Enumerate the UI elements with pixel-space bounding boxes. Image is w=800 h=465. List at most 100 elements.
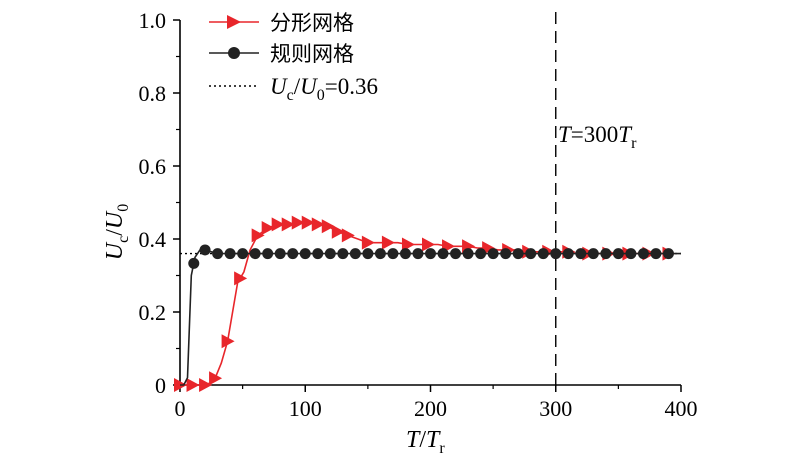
y-ticks: 0 0.2 0.4 0.6 0.8 1.0 <box>139 8 180 398</box>
data-point <box>261 221 275 236</box>
legend-item-fractal: 分形网格 <box>209 11 354 35</box>
data-point <box>462 248 474 260</box>
y-tick-label: 1.0 <box>139 8 167 33</box>
legend-ref-sub1: c <box>287 87 294 104</box>
data-point <box>600 248 612 260</box>
data-point <box>237 248 249 260</box>
data-point <box>287 248 299 260</box>
data-point <box>500 248 512 260</box>
data-point <box>221 334 235 349</box>
data-point <box>361 235 375 250</box>
data-point <box>650 248 662 260</box>
data-point <box>312 248 324 260</box>
data-point <box>311 217 325 232</box>
data-point <box>199 378 213 392</box>
data-point <box>374 248 386 260</box>
data-point <box>637 248 649 260</box>
y-axis-label-var2: U <box>102 210 128 229</box>
legend-ref-var: U <box>270 74 288 99</box>
y-tick-label: 0.8 <box>139 81 167 106</box>
x-tick-label: 300 <box>539 396 572 421</box>
data-point <box>550 248 562 260</box>
y-axis-label-var: U <box>102 241 128 260</box>
data-point <box>291 215 305 230</box>
x-tick-label: 0 <box>175 396 186 421</box>
series-0 <box>174 215 676 392</box>
data-point <box>437 248 449 260</box>
y-axis-label-sub1: c <box>115 236 132 243</box>
series-line <box>180 249 681 386</box>
data-point <box>349 248 361 260</box>
legend-label-reference: Uc/U0=0.36 <box>270 74 378 104</box>
x-axis-label-sub: r <box>439 440 445 457</box>
vline-annotation-sub: r <box>631 135 637 152</box>
data-point <box>612 248 624 260</box>
data-point <box>399 248 411 260</box>
data-point <box>188 257 200 269</box>
legend-item-reference: Uc/U0=0.36 <box>209 74 378 104</box>
data-point <box>249 248 261 260</box>
data-point <box>387 248 399 260</box>
legend-item-regular: 规则网格 <box>209 42 354 66</box>
x-ticks: 0 100 200 300 400 <box>175 385 698 421</box>
data-point <box>251 228 265 243</box>
y-tick-label: 0.4 <box>139 227 167 252</box>
data-point <box>362 248 374 260</box>
reference-lines <box>180 12 681 385</box>
legend-ref-var2: U <box>300 74 318 99</box>
x-axis-label-div: / <box>419 427 426 453</box>
legend-label-regular: 规则网格 <box>270 42 354 66</box>
data-point <box>450 248 462 260</box>
data-point <box>337 248 349 260</box>
y-axis-label: Uc/U0 <box>102 204 132 260</box>
data-point <box>487 248 499 260</box>
y-axis-label-sub2: 0 <box>115 204 132 212</box>
data-point <box>209 371 223 386</box>
vline-annotation: T=300Tr <box>558 122 637 152</box>
y-tick-label: 0.2 <box>139 300 167 325</box>
x-tick-label: 100 <box>289 396 322 421</box>
legend-ref-sub2: 0 <box>317 87 325 104</box>
data-point <box>234 271 248 286</box>
x-axis-label-var: T <box>406 427 421 453</box>
data-point <box>186 378 200 392</box>
vline-annotation-eq: =300 <box>571 122 618 147</box>
data-point <box>537 248 549 260</box>
data-point <box>262 248 274 260</box>
x-tick-label: 400 <box>665 396 698 421</box>
data-point <box>324 248 336 260</box>
data-point <box>562 248 574 260</box>
legend-ref-div: / <box>294 74 301 99</box>
data-point <box>212 248 224 260</box>
data-point <box>271 217 285 232</box>
data-point <box>512 248 524 260</box>
data-point <box>321 219 335 234</box>
data-point <box>299 248 311 260</box>
x-axis-label: T/Tr <box>406 427 445 457</box>
data-point <box>662 248 674 260</box>
data-point <box>475 248 487 260</box>
y-tick-label: 0.6 <box>139 154 167 179</box>
data-point <box>224 248 236 260</box>
data-point <box>587 248 599 260</box>
data-point <box>412 248 424 260</box>
data-point <box>575 248 587 260</box>
data-point <box>341 228 355 243</box>
data-point <box>381 235 395 250</box>
legend-ref-value: =0.36 <box>325 74 378 99</box>
y-axis-label-div: / <box>102 229 128 236</box>
data-point <box>425 248 436 260</box>
x-axis-label-var2: T <box>426 427 441 453</box>
legend-marker-fractal <box>227 15 241 29</box>
series-layer <box>174 215 681 392</box>
data-point <box>421 237 435 252</box>
vline-annotation-var: T <box>558 122 573 147</box>
data-point <box>301 215 315 230</box>
data-point <box>281 217 295 232</box>
legend: 分形网格 规则网格 Uc/U0=0.36 <box>209 11 378 104</box>
series-1 <box>180 244 681 386</box>
data-point <box>625 248 637 260</box>
legend-label-fractal: 分形网格 <box>270 11 354 35</box>
vline-annotation-var2: T <box>618 122 633 147</box>
